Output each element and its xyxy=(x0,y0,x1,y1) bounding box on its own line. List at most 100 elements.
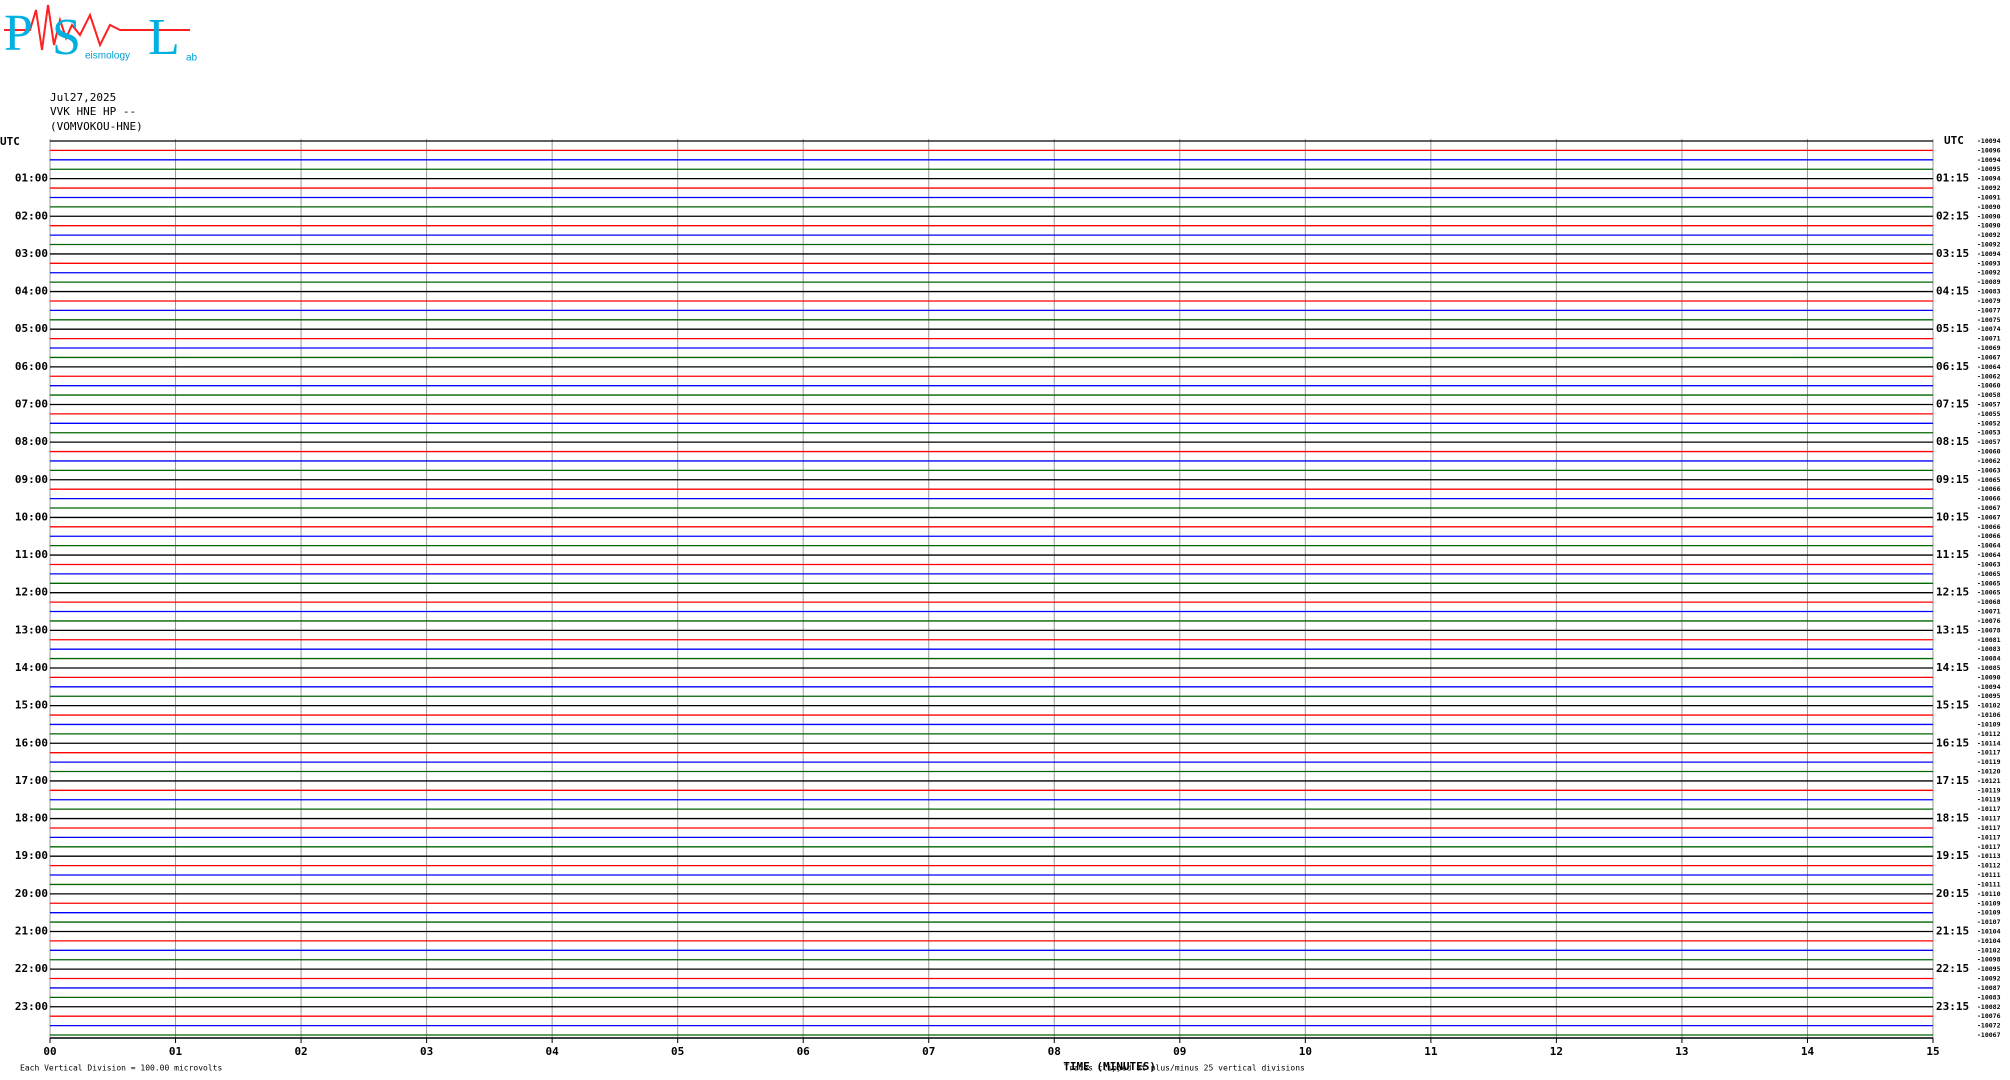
row-value: -10094 xyxy=(1977,137,2001,145)
row-value: -10052 xyxy=(1977,419,2001,427)
row-value: -10057 xyxy=(1977,438,2001,446)
row-value: -10095 xyxy=(1977,165,2001,173)
row-value: -10092 xyxy=(1977,975,2001,983)
row-value: -10071 xyxy=(1977,335,2001,343)
row-value: -10106 xyxy=(1977,711,2001,719)
row-value: -10092 xyxy=(1977,184,2001,192)
row-value: -10119 xyxy=(1977,758,2001,766)
row-value: -10062 xyxy=(1977,372,2001,380)
row-value: -10065 xyxy=(1977,570,2001,578)
left-hour-label: 09:00 xyxy=(15,473,48,486)
row-value: -10067 xyxy=(1977,353,2001,361)
right-hour-label: 16:15 xyxy=(1936,736,1969,749)
row-value: -10110 xyxy=(1977,890,2001,898)
x-tick-label: 08 xyxy=(1048,1045,1061,1058)
row-value: -10083 xyxy=(1977,288,2001,296)
row-value: -10094 xyxy=(1977,250,2001,258)
row-value: -10121 xyxy=(1977,777,2001,785)
right-hour-label: 11:15 xyxy=(1936,548,1969,561)
row-value: -10109 xyxy=(1977,899,2001,907)
header-line: VVK HNE HP -- xyxy=(50,105,136,118)
left-hour-label: 18:00 xyxy=(15,812,48,825)
x-tick-label: 07 xyxy=(922,1045,935,1058)
right-hour-label: 08:15 xyxy=(1936,435,1969,448)
row-value: -10119 xyxy=(1977,796,2001,804)
row-value: -10094 xyxy=(1977,683,2001,691)
row-value: -10066 xyxy=(1977,495,2001,503)
right-hour-label: 09:15 xyxy=(1936,473,1969,486)
left-hour-label: 16:00 xyxy=(15,736,48,749)
right-hour-label: 13:15 xyxy=(1936,623,1969,636)
left-hour-label: 17:00 xyxy=(15,774,48,787)
logo-letter: P xyxy=(4,5,33,62)
left-hour-label: 23:00 xyxy=(15,1000,48,1013)
row-value: -10085 xyxy=(1977,664,2001,672)
right-hour-label: 15:15 xyxy=(1936,699,1969,712)
row-value: -10112 xyxy=(1977,730,2001,738)
row-value: -10095 xyxy=(1977,965,2001,973)
logo-wave xyxy=(4,4,190,51)
row-value: -10066 xyxy=(1977,523,2001,531)
x-tick-label: 03 xyxy=(420,1045,433,1058)
row-value: -10072 xyxy=(1977,1022,2001,1030)
row-value: -10109 xyxy=(1977,909,2001,917)
row-value: -10104 xyxy=(1977,937,2001,945)
right-hour-label: 07:15 xyxy=(1936,397,1969,410)
right-hour-label: 02:15 xyxy=(1936,209,1969,222)
right-hour-label: 20:15 xyxy=(1936,887,1969,900)
right-hour-label: 12:15 xyxy=(1936,586,1969,599)
row-value: -10060 xyxy=(1977,448,2001,456)
left-hour-label: 11:00 xyxy=(15,548,48,561)
row-value: -10112 xyxy=(1977,862,2001,870)
x-tick-label: 12 xyxy=(1550,1045,1563,1058)
row-value: -10092 xyxy=(1977,269,2001,277)
right-hour-label: 21:15 xyxy=(1936,924,1969,937)
row-value: -10109 xyxy=(1977,720,2001,728)
row-value: -10095 xyxy=(1977,692,2001,700)
left-hour-label: 14:00 xyxy=(15,661,48,674)
row-value: -10076 xyxy=(1977,617,2001,625)
left-hour-label: 02:00 xyxy=(15,209,48,222)
left-hour-label: 15:00 xyxy=(15,699,48,712)
row-value: -10067 xyxy=(1977,1031,2001,1039)
logo-text: ab xyxy=(186,53,198,64)
right-hour-label: 14:15 xyxy=(1936,661,1969,674)
row-value: -10092 xyxy=(1977,241,2001,249)
row-value: -10065 xyxy=(1977,476,2001,484)
x-tick-label: 01 xyxy=(169,1045,183,1058)
logo-text: eismology xyxy=(85,51,130,62)
row-value: -10094 xyxy=(1977,156,2001,164)
header-line: (VOMVOKOU-HNE) xyxy=(50,120,143,133)
row-value: -10063 xyxy=(1977,560,2001,568)
row-value: -10082 xyxy=(1977,1003,2001,1011)
row-value: -10107 xyxy=(1977,918,2001,926)
row-value: -10078 xyxy=(1977,626,2001,634)
row-value: -10066 xyxy=(1977,485,2001,493)
row-value: -10064 xyxy=(1977,542,2001,550)
row-value: -10066 xyxy=(1977,532,2001,540)
header-line: Jul27,2025 xyxy=(50,91,116,104)
row-value: -10113 xyxy=(1977,852,2001,860)
x-tick-label: 11 xyxy=(1424,1045,1438,1058)
right-hour-label: 17:15 xyxy=(1936,774,1969,787)
row-value: -10075 xyxy=(1977,316,2001,324)
x-axis-label: TIME (MINUTES) xyxy=(1063,1060,1156,1073)
row-value: -10065 xyxy=(1977,579,2001,587)
row-value: -10074 xyxy=(1977,325,2001,333)
row-value: -10077 xyxy=(1977,306,2001,314)
left-hour-label: 21:00 xyxy=(15,924,48,937)
row-value: -10093 xyxy=(1977,259,2001,267)
row-value: -10119 xyxy=(1977,786,2001,794)
row-value: -10104 xyxy=(1977,927,2001,935)
left-hour-label: 07:00 xyxy=(15,397,48,410)
row-value: -10058 xyxy=(1977,391,2001,399)
row-value: -10057 xyxy=(1977,400,2001,408)
clip-note: Traces clipped at plus/minus 25 vertical… xyxy=(1064,1064,1305,1073)
row-value: -10087 xyxy=(1977,984,2001,992)
left-hour-label: 01:00 xyxy=(15,172,48,185)
left-hour-label: 10:00 xyxy=(15,510,48,523)
row-value: -10114 xyxy=(1977,739,2001,747)
right-hour-label: 01:15 xyxy=(1936,172,1969,185)
x-tick-label: 02 xyxy=(294,1045,307,1058)
